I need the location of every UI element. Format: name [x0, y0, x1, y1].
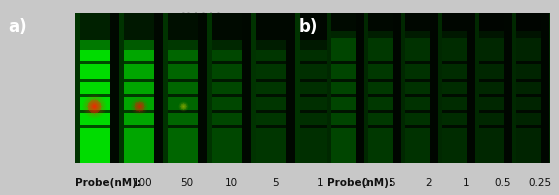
Text: - -  -  -  -  -: - - - - - - — [182, 8, 220, 17]
Text: 2: 2 — [425, 178, 432, 188]
Text: b): b) — [299, 18, 319, 35]
Text: 0: 0 — [361, 178, 367, 188]
Text: 0.25: 0.25 — [529, 178, 552, 188]
Text: 0.5: 0.5 — [495, 178, 511, 188]
Text: 100: 100 — [133, 178, 153, 188]
Text: 5: 5 — [272, 178, 279, 188]
Text: 50: 50 — [181, 178, 194, 188]
Text: 1: 1 — [462, 178, 469, 188]
Text: a): a) — [8, 18, 27, 35]
Text: Probe(nM):: Probe(nM): — [327, 178, 393, 188]
Text: 5: 5 — [388, 178, 395, 188]
Text: 10: 10 — [225, 178, 238, 188]
Text: 1: 1 — [316, 178, 323, 188]
Text: Probe(nM):: Probe(nM): — [75, 178, 141, 188]
